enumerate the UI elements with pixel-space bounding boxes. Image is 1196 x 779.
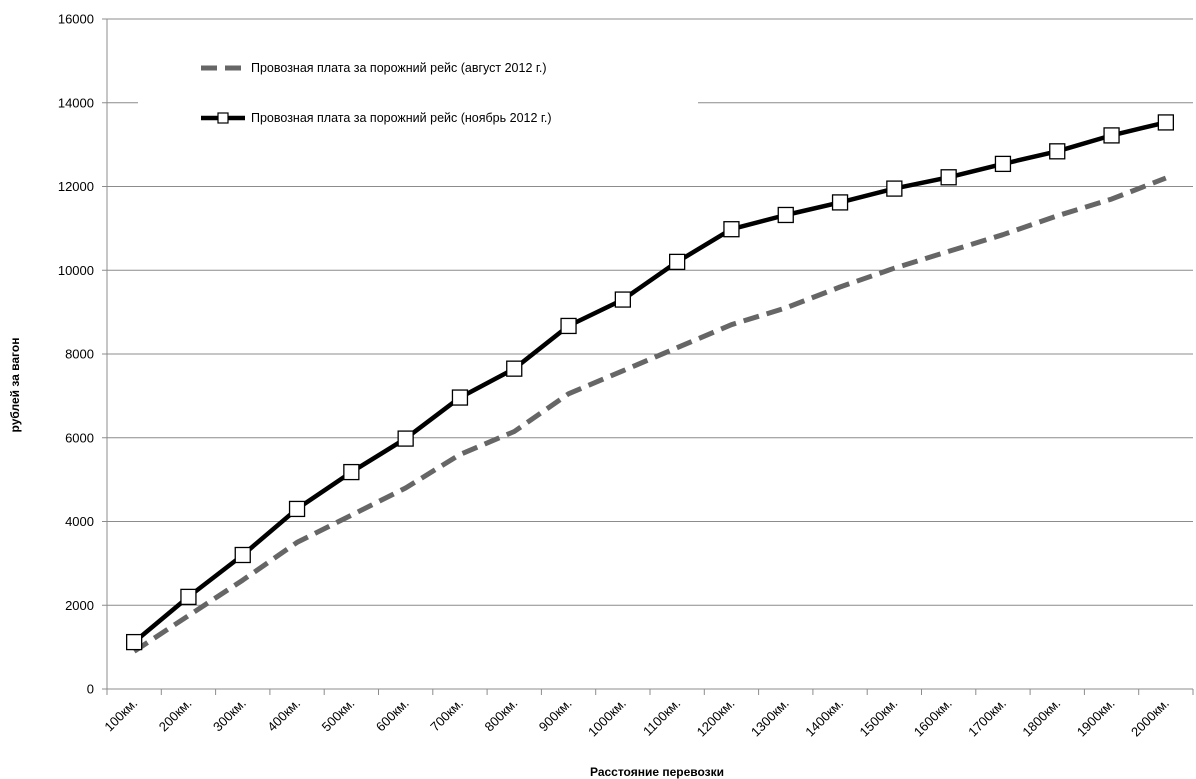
x-tick-label: 900км.	[536, 696, 575, 735]
x-tick-label: 2000км.	[1128, 696, 1172, 740]
y-axis-title: рублей за вагон	[8, 338, 22, 433]
series-november-marker	[397, 430, 414, 447]
series-november-marker	[831, 194, 849, 211]
x-tick-label: 500км.	[319, 696, 358, 735]
x-tick-label: 300км.	[210, 696, 249, 735]
x-tick-label: 1600км.	[911, 696, 955, 740]
series-november-marker	[180, 588, 197, 606]
series-november-marker	[343, 463, 360, 481]
series-november-marker	[506, 360, 523, 377]
y-tick-label: 6000	[65, 430, 94, 445]
x-tick-label: 1900км.	[1074, 696, 1118, 740]
series-november-marker	[1103, 127, 1120, 144]
series-november-marker	[1049, 143, 1066, 160]
y-tick-labels: 0 2000 4000 6000 8000 10000 12000 14000 16000	[58, 12, 94, 697]
x-tick-label: 1000км.	[585, 696, 629, 740]
x-tick-label: 100км.	[101, 696, 140, 735]
legend-background	[138, 50, 698, 140]
legend-label-november: Провозная плата за порожний рейс (ноябрь…	[251, 111, 552, 125]
x-tick-label: 1200км.	[694, 696, 738, 740]
series-november-marker	[614, 291, 631, 308]
series-november-marker	[669, 253, 686, 271]
series-november-marker	[1157, 114, 1174, 131]
series-november-marker	[451, 389, 469, 406]
legend-label-august: Провозная плата за порожний рейс (август…	[251, 61, 547, 75]
y-tick-label: 4000	[65, 514, 94, 529]
y-tick-label: 12000	[58, 179, 94, 194]
series-november-marker	[723, 221, 740, 238]
series-november-marker	[994, 155, 1012, 173]
x-tick-label: 1700км.	[965, 696, 1009, 740]
y-tick-label: 10000	[58, 263, 94, 278]
x-tick-label: 600км.	[373, 696, 412, 735]
x-tick-label: 1800км.	[1019, 696, 1063, 740]
x-tick-label: 400км.	[264, 696, 303, 735]
x-tick-labels: 100км. 200км. 300км. 400км. 500км. 600км. 700к…	[101, 696, 1172, 740]
x-axis-title: Расстояние перевозки	[590, 765, 724, 779]
y-tick-label: 8000	[65, 347, 94, 362]
axes	[102, 18, 1194, 695]
series-november-line	[132, 120, 1167, 644]
series-november-marker	[886, 180, 903, 197]
legend-marker-november	[217, 112, 229, 124]
series-november-marker	[288, 500, 306, 518]
x-tick-label: 1300км.	[748, 696, 792, 740]
y-tick-label: 14000	[58, 95, 94, 110]
series-lines	[126, 114, 1174, 654]
x-tick-label: 1500км.	[857, 696, 901, 740]
series-november-marker	[560, 317, 577, 335]
series-november-marker	[777, 206, 794, 224]
series-november-marker	[234, 546, 251, 564]
y-tick-label: 2000	[65, 598, 94, 613]
y-tick-label: 0	[87, 682, 94, 697]
series-august-line	[132, 175, 1167, 654]
x-tick-label: 800км.	[482, 696, 521, 735]
y-tick-label: 16000	[58, 12, 94, 27]
series-november-marker	[126, 633, 143, 651]
x-tick-label: 200км.	[156, 696, 195, 735]
legend: Провозная плата за порожний рейс (август…	[138, 50, 698, 140]
x-tick-label: 700км.	[427, 696, 466, 735]
x-tick-label: 1100км.	[640, 696, 683, 739]
x-tick-label: 1400км.	[802, 696, 846, 740]
series-november-marker	[940, 169, 957, 186]
